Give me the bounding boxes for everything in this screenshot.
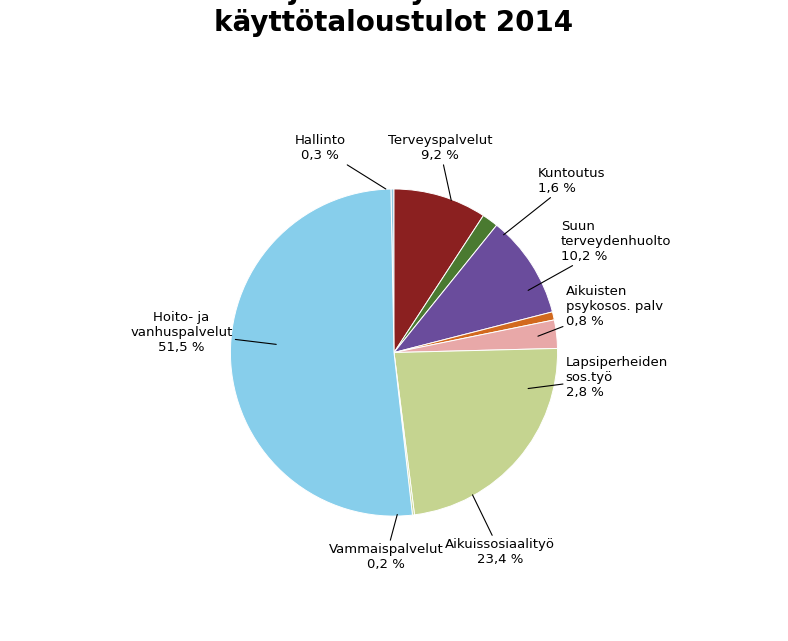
Wedge shape (394, 320, 558, 353)
Wedge shape (394, 215, 496, 353)
Text: Terveyspalvelut
9,2 %: Terveyspalvelut 9,2 % (388, 134, 492, 201)
Text: Hallinto
0,3 %: Hallinto 0,3 % (295, 134, 386, 189)
Wedge shape (394, 312, 554, 353)
Wedge shape (394, 225, 552, 353)
Title: Sosiaali- ja terveyslautakunnan
käyttötaloustulot 2014: Sosiaali- ja terveyslautakunnan käyttöta… (147, 0, 641, 37)
Wedge shape (230, 189, 412, 516)
Text: Aikuisten
psykosos. palv
0,8 %: Aikuisten psykosos. palv 0,8 % (538, 285, 663, 336)
Text: Lapsiperheiden
sos.työ
2,8 %: Lapsiperheiden sos.työ 2,8 % (528, 356, 668, 399)
Text: Vammaispalvelut
0,2 %: Vammaispalvelut 0,2 % (329, 515, 443, 571)
Wedge shape (394, 189, 483, 353)
Text: Aikuissosiaalityö
23,4 %: Aikuissosiaalityö 23,4 % (445, 495, 556, 566)
Text: Suun
terveydenhuolto
10,2 %: Suun terveydenhuolto 10,2 % (528, 220, 671, 290)
Text: Hoito- ja
vanhuspalvelut
51,5 %: Hoito- ja vanhuspalvelut 51,5 % (130, 312, 277, 354)
Text: Kuntoutus
1,6 %: Kuntoutus 1,6 % (504, 167, 605, 235)
Wedge shape (391, 189, 394, 353)
Wedge shape (394, 353, 414, 515)
Wedge shape (394, 349, 558, 515)
